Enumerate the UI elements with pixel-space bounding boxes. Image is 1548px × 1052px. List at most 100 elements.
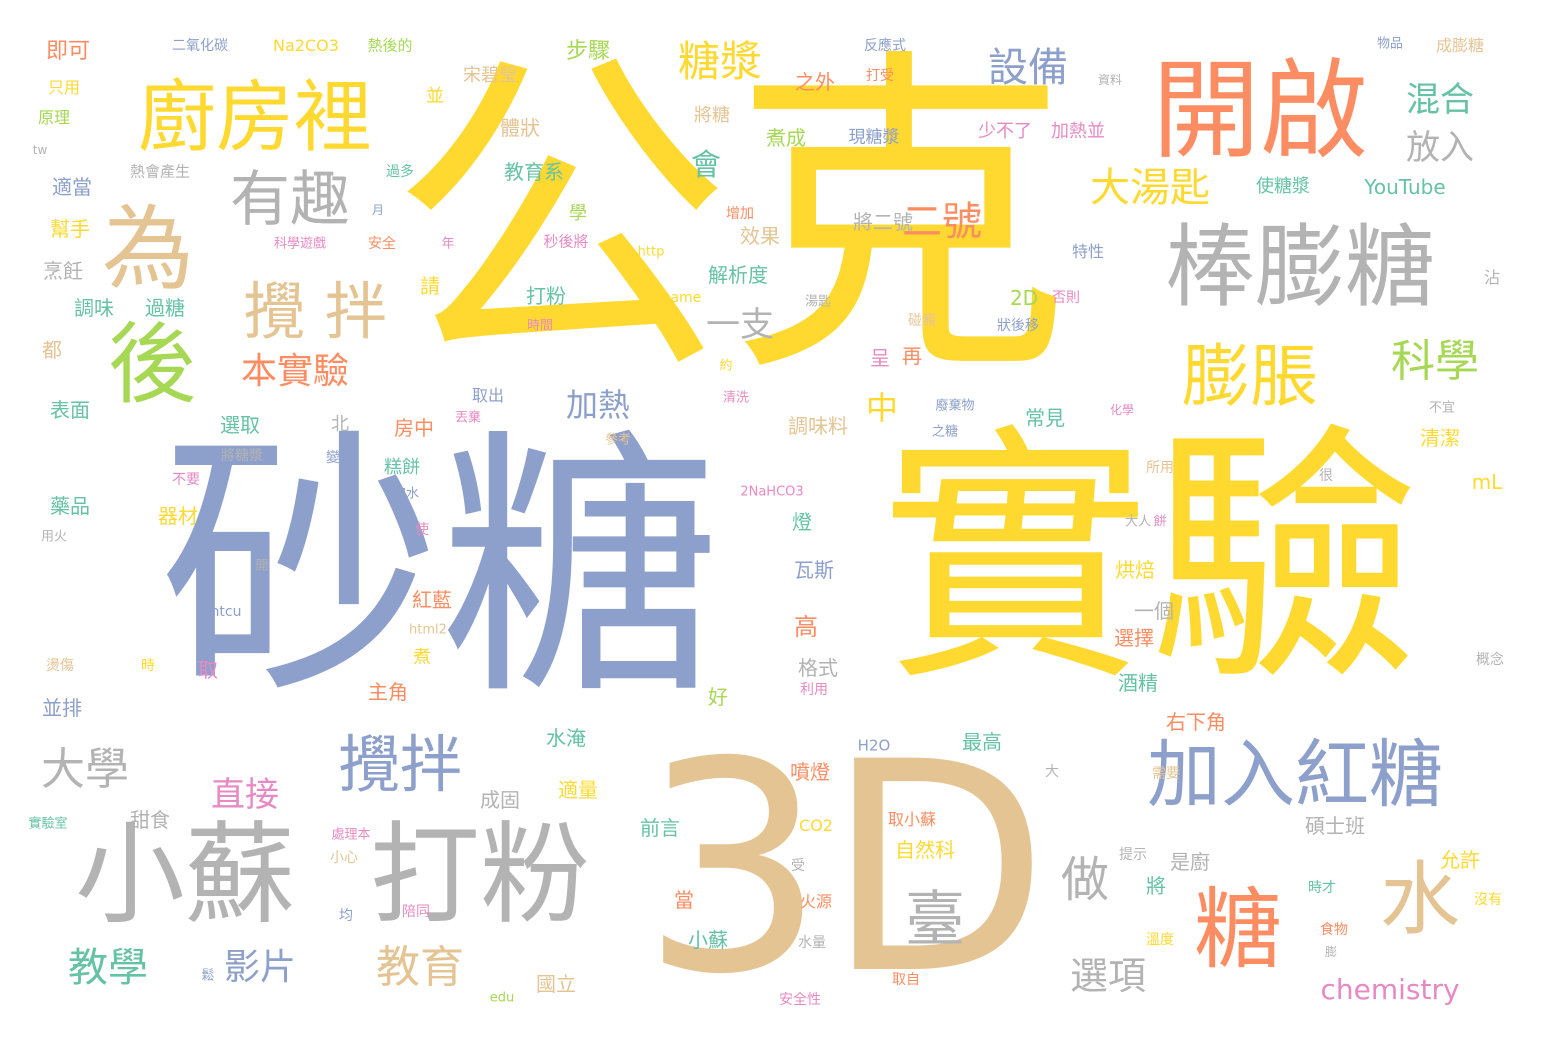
word: 攪拌 (337, 728, 463, 801)
word: 燈 (792, 510, 812, 534)
word: 水淹 (546, 726, 586, 750)
word: 請 (420, 274, 440, 298)
word: 表面 (50, 398, 90, 422)
word: 化學 (1109, 403, 1135, 417)
word: 學 (569, 203, 587, 224)
word: 開啟 (1151, 49, 1369, 174)
word: 烘焙 (1115, 558, 1155, 582)
word: 食物 (1320, 922, 1348, 938)
word: 受 (791, 858, 805, 874)
word: 後 (107, 313, 197, 416)
word: 放入 (1406, 128, 1474, 168)
word: 小蘇 (75, 811, 295, 939)
word: 變成 (326, 450, 354, 466)
word: 北 (331, 414, 349, 435)
word: 前言 (640, 816, 680, 840)
word: 步驟 (565, 39, 611, 64)
word: 餅 (1153, 514, 1167, 530)
word: 常見 (1025, 406, 1065, 430)
word: 自然科 (895, 838, 955, 862)
word: 時 (141, 658, 155, 674)
word: 右下角 (1166, 710, 1226, 734)
word: 狀後移 (997, 318, 1039, 334)
word: ntcu (210, 604, 242, 620)
word: 體狀 (500, 116, 540, 140)
word: 當 (674, 888, 694, 912)
word: 沾 (1483, 268, 1501, 287)
word: 科學遊戲 (273, 236, 327, 252)
word: 設備 (988, 45, 1068, 91)
word: 砂糖 (160, 407, 720, 733)
word: 很 (1319, 468, 1333, 484)
word: 取出 (471, 386, 505, 405)
word: 教育系 (504, 160, 564, 184)
word: 水 (1380, 853, 1460, 946)
word: chemistry (1320, 973, 1460, 1006)
word: 秒後將 (543, 232, 589, 251)
word: 時才 (1308, 880, 1336, 896)
word: 概念 (1476, 652, 1504, 668)
word: 解析度 (708, 263, 768, 287)
word: 酒精 (1118, 671, 1158, 695)
word: 大人 (1124, 514, 1152, 530)
word: YouTube (1364, 175, 1446, 199)
word: 烹飪 (43, 259, 83, 283)
word: 特性 (1071, 242, 1105, 261)
word: 影片 (223, 947, 297, 988)
word: 約 (719, 358, 733, 374)
word: 打粉 (370, 811, 590, 939)
word: http (637, 244, 665, 260)
word: 溫度 (1146, 932, 1174, 948)
word: 將二號 (853, 210, 913, 234)
word: 大學 (41, 744, 129, 795)
word: 使糖漿 (1256, 176, 1310, 197)
word: 安全性 (779, 992, 821, 1008)
word: 2NaHCO3 (740, 484, 804, 500)
word: 即可 (45, 39, 91, 64)
word: 廚房裡 (137, 73, 373, 163)
word: 打受 (866, 68, 894, 84)
word: 煮成 (766, 126, 806, 150)
word: 安全 (368, 236, 396, 252)
word: 燙傷 (46, 658, 74, 674)
word: 參考 (604, 432, 632, 448)
word: 熱後的 (367, 36, 413, 55)
word: 選擇 (1114, 626, 1154, 650)
word: 效果 (740, 224, 780, 248)
word: mL (1471, 470, 1503, 494)
word: 2D (1009, 286, 1039, 310)
word: 均 (339, 908, 353, 924)
word: 沒有 (1474, 892, 1502, 908)
word: 3D (641, 701, 1049, 1038)
word: 主角 (368, 680, 408, 704)
word: 大湯匙 (1090, 165, 1210, 211)
word: 膨 (1324, 945, 1338, 959)
word: 加入紅糖 (1147, 732, 1443, 818)
word: 小蘇 (688, 928, 728, 952)
word: 清洗 (722, 390, 750, 406)
word: 房中 (394, 416, 434, 440)
word: 科學 (1391, 336, 1479, 387)
word: 將糖 (694, 105, 730, 126)
word: 打粉 (526, 284, 566, 308)
word: 瓦斯 (794, 558, 834, 582)
word: 棒膨糖 (1165, 215, 1435, 320)
word: 物品 (1376, 36, 1404, 52)
word: 火源 (799, 892, 833, 911)
word: 湯匙 (804, 294, 832, 310)
word: 實驗室 (28, 816, 68, 832)
word: 時間 (526, 318, 554, 334)
word: 調味 (74, 296, 114, 320)
word: 高 (794, 613, 818, 641)
word: 過糖 (145, 296, 185, 320)
word: 宋碧瑩 (463, 65, 517, 86)
word: 碩士班 (1305, 814, 1365, 838)
word: 取小蘇 (887, 810, 937, 829)
word: 適量 (558, 778, 598, 802)
word: 提示 (1119, 847, 1147, 863)
word: 需要 (1152, 766, 1180, 782)
word: 允許 (1440, 848, 1480, 872)
word: 丟棄 (454, 410, 482, 426)
word: 做 (1060, 852, 1110, 908)
word: 月 (371, 203, 385, 217)
